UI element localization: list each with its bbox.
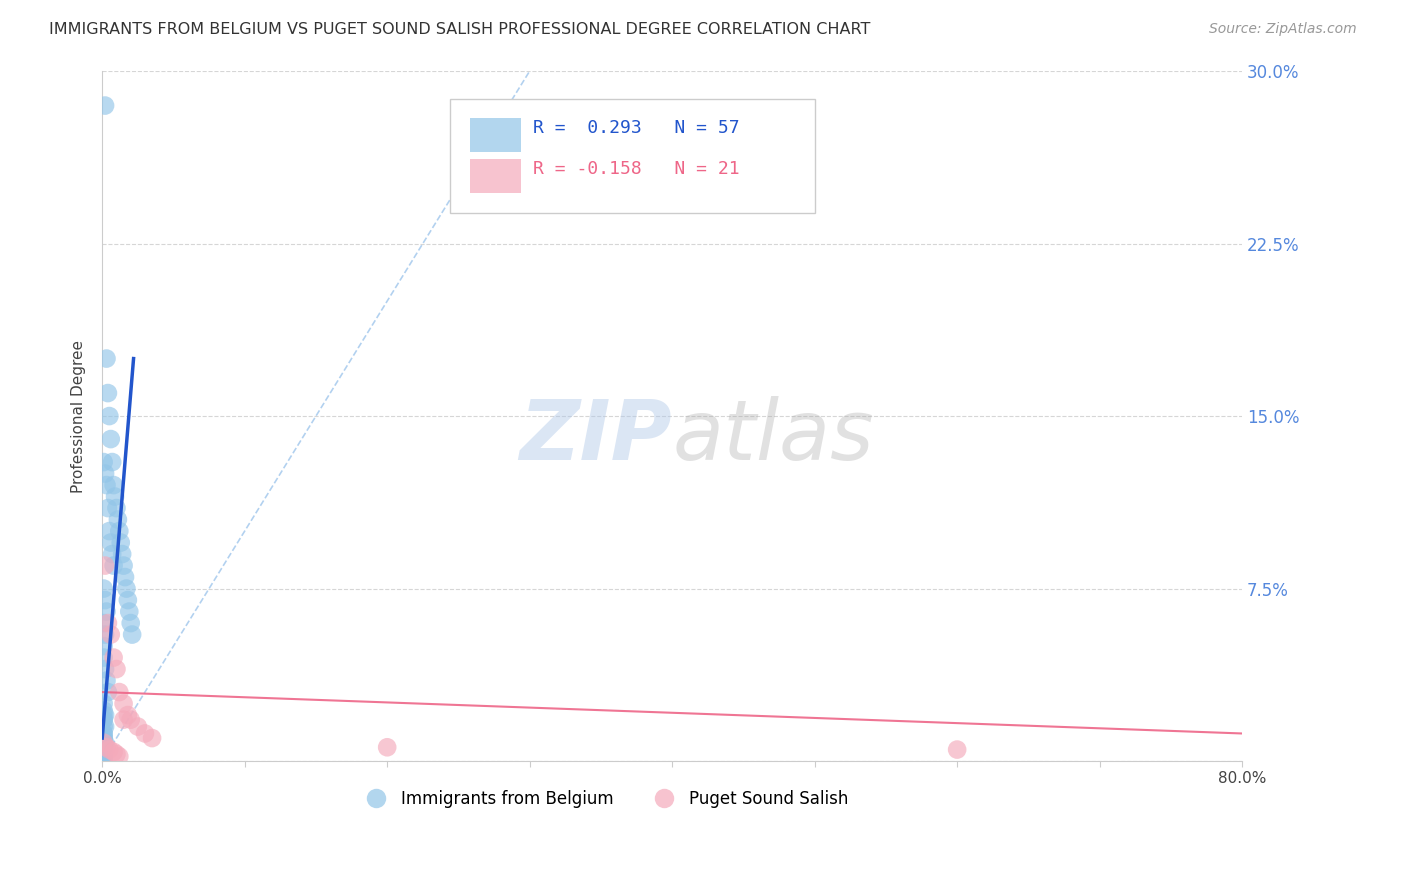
Text: R = -0.158   N = 21: R = -0.158 N = 21 <box>533 160 740 178</box>
Legend: Immigrants from Belgium, Puget Sound Salish: Immigrants from Belgium, Puget Sound Sal… <box>353 783 855 815</box>
Point <box>112 558 135 573</box>
Point <box>118 605 141 619</box>
Point <box>103 558 125 573</box>
Point <box>93 740 115 755</box>
Point <box>94 662 117 676</box>
Point <box>103 478 125 492</box>
FancyBboxPatch shape <box>450 99 814 212</box>
FancyBboxPatch shape <box>471 160 520 194</box>
Point <box>93 752 115 766</box>
Point <box>93 749 115 764</box>
Point <box>100 432 122 446</box>
Point <box>96 740 118 755</box>
Point <box>94 593 117 607</box>
Point <box>100 535 122 549</box>
Point <box>98 409 121 423</box>
Point <box>97 616 120 631</box>
Point <box>115 582 138 596</box>
Point <box>100 627 122 641</box>
FancyBboxPatch shape <box>471 118 520 152</box>
Point <box>93 731 115 745</box>
Point <box>141 731 163 745</box>
Point <box>112 697 135 711</box>
Point <box>111 547 134 561</box>
Point <box>96 605 118 619</box>
Point <box>94 558 117 573</box>
Point <box>127 720 149 734</box>
Point <box>93 713 115 727</box>
Point <box>93 455 115 469</box>
Point <box>101 547 124 561</box>
Point <box>108 524 131 538</box>
Point <box>96 673 118 688</box>
Point <box>94 627 117 641</box>
Point <box>94 708 117 723</box>
Point <box>93 742 115 756</box>
Point <box>93 650 115 665</box>
Point <box>94 98 117 112</box>
Point <box>97 386 120 401</box>
Point <box>104 490 127 504</box>
Point <box>94 720 117 734</box>
Y-axis label: Professional Degree: Professional Degree <box>72 340 86 492</box>
Point <box>120 713 142 727</box>
Point <box>93 731 115 745</box>
Point <box>93 616 115 631</box>
Point <box>97 685 120 699</box>
Point <box>112 713 135 727</box>
Point <box>946 742 969 756</box>
Point <box>93 745 115 759</box>
Point <box>114 570 136 584</box>
Point <box>94 467 117 481</box>
Point <box>93 726 115 740</box>
Point <box>93 582 115 596</box>
Point <box>105 662 128 676</box>
Point <box>103 745 125 759</box>
Point <box>110 535 132 549</box>
Point <box>107 512 129 526</box>
Point <box>105 747 128 761</box>
Point <box>93 747 115 761</box>
Point <box>93 720 115 734</box>
Point <box>117 593 139 607</box>
Point <box>93 697 115 711</box>
Text: ZIP: ZIP <box>520 396 672 477</box>
Point <box>105 501 128 516</box>
Point <box>134 726 156 740</box>
Point <box>97 501 120 516</box>
Point <box>108 749 131 764</box>
Point <box>98 742 121 756</box>
Point <box>93 639 115 653</box>
Point <box>96 351 118 366</box>
Point <box>120 616 142 631</box>
Point <box>93 703 115 717</box>
Point <box>103 650 125 665</box>
Point <box>121 627 143 641</box>
Point <box>93 736 115 750</box>
Point <box>101 455 124 469</box>
Text: R =  0.293   N = 57: R = 0.293 N = 57 <box>533 119 740 136</box>
Point <box>117 708 139 723</box>
Text: Source: ZipAtlas.com: Source: ZipAtlas.com <box>1209 22 1357 37</box>
Point <box>375 740 398 755</box>
Point <box>108 685 131 699</box>
Text: IMMIGRANTS FROM BELGIUM VS PUGET SOUND SALISH PROFESSIONAL DEGREE CORRELATION CH: IMMIGRANTS FROM BELGIUM VS PUGET SOUND S… <box>49 22 870 37</box>
Point <box>98 524 121 538</box>
Point <box>94 736 117 750</box>
Point <box>93 726 115 740</box>
Text: atlas: atlas <box>672 396 873 477</box>
Point <box>96 478 118 492</box>
Point <box>93 713 115 727</box>
Point <box>93 708 115 723</box>
